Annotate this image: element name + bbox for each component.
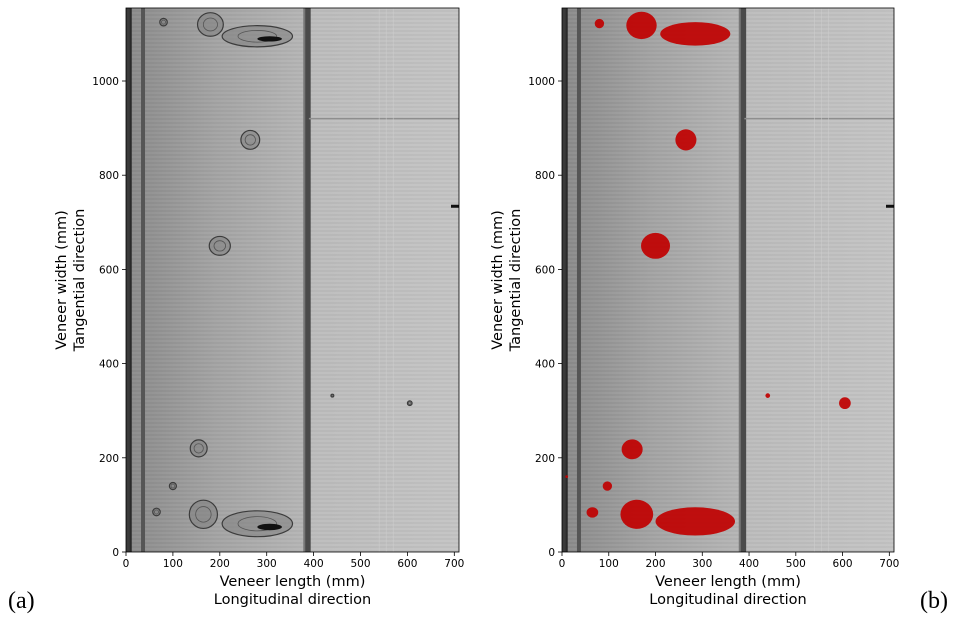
y-tick-label: 800	[99, 170, 119, 182]
x-axis-label: Veneer length (mm)	[655, 574, 801, 590]
plot-frame	[125, 7, 460, 553]
defect-mask-3	[675, 129, 697, 151]
knot-11	[406, 400, 413, 407]
y-tick-label: 200	[99, 453, 119, 465]
x-tick-label: 500	[786, 558, 806, 570]
defect-mask-4	[641, 232, 671, 259]
panel-a: 0 100 200 300 400 500 600 700 0 200 400 600 800 1000 V…	[54, 7, 464, 608]
x-tick-label: 200	[210, 558, 230, 570]
knot-0	[159, 17, 168, 27]
x-tick-label: 300	[257, 558, 277, 570]
panel-b: 0 100 200 300 400 500 600 700 0 200 400 600 800 1000 V…	[490, 7, 899, 608]
y-tick-label: 400	[535, 359, 555, 371]
y-axis-sublabel: Tangential direction	[508, 209, 524, 353]
knot-3	[240, 129, 261, 150]
x-axis-sublabel: Longitudinal direction	[214, 592, 371, 608]
y-tick-label: 1000	[528, 76, 555, 88]
defect-mask-12	[565, 475, 569, 479]
y-axis-label: Veneer width (mm)	[54, 210, 70, 349]
veneer-scan-image	[562, 8, 894, 552]
x-tick-label: 700	[444, 558, 464, 570]
defect-mask-7	[586, 507, 599, 518]
plot-frame	[561, 7, 895, 553]
x-tick-label: 300	[692, 558, 712, 570]
knot-4	[208, 235, 231, 256]
x-tick-label: 700	[879, 558, 899, 570]
knot-9	[221, 510, 294, 538]
x-tick-label: 100	[599, 558, 619, 570]
knot-2	[221, 25, 294, 48]
knot-7	[152, 507, 161, 517]
y-tick-label: 600	[535, 264, 555, 276]
defect-mask-10	[765, 393, 771, 398]
defect-mask-9	[655, 507, 736, 536]
defect-mask-11	[839, 397, 851, 410]
defect-mask-1	[626, 11, 657, 40]
x-tick-label: 400	[304, 558, 324, 570]
knot-10	[330, 393, 335, 398]
knot-5	[189, 439, 208, 458]
x-tick-label: 600	[833, 558, 853, 570]
x-tick-label: 100	[163, 558, 183, 570]
x-axis-sublabel: Longitudinal direction	[649, 592, 806, 608]
y-axis-label: Veneer width (mm)	[490, 210, 506, 349]
defect-mask-0	[594, 18, 605, 29]
x-tick-label: 500	[350, 558, 370, 570]
defect-mask-2	[660, 22, 731, 46]
defect-mask-6	[602, 481, 613, 491]
defect-mask-5	[621, 439, 643, 460]
knot-8	[188, 499, 219, 530]
y-tick-label: 0	[548, 547, 555, 559]
y-tick-label: 400	[99, 359, 119, 371]
y-tick-label: 200	[535, 453, 555, 465]
y-tick-label: 0	[112, 547, 119, 559]
y-tick-label: 800	[535, 170, 555, 182]
x-axis-label: Veneer length (mm)	[220, 574, 366, 590]
x-tick-label: 0	[123, 558, 130, 570]
y-axis-sublabel: Tangential direction	[72, 209, 88, 353]
y-tick-label: 1000	[92, 76, 119, 88]
knot-1	[196, 12, 224, 37]
panel-label-b: (b)	[920, 588, 948, 614]
y-tick-label: 600	[99, 264, 119, 276]
x-tick-label: 600	[397, 558, 417, 570]
veneer-scan-image	[126, 8, 459, 552]
x-tick-label: 400	[739, 558, 759, 570]
x-tick-label: 200	[645, 558, 665, 570]
knot-6	[168, 481, 178, 491]
defect-mask-8	[620, 499, 654, 529]
x-tick-label: 0	[559, 558, 566, 570]
panel-label-a: (a)	[8, 588, 35, 614]
